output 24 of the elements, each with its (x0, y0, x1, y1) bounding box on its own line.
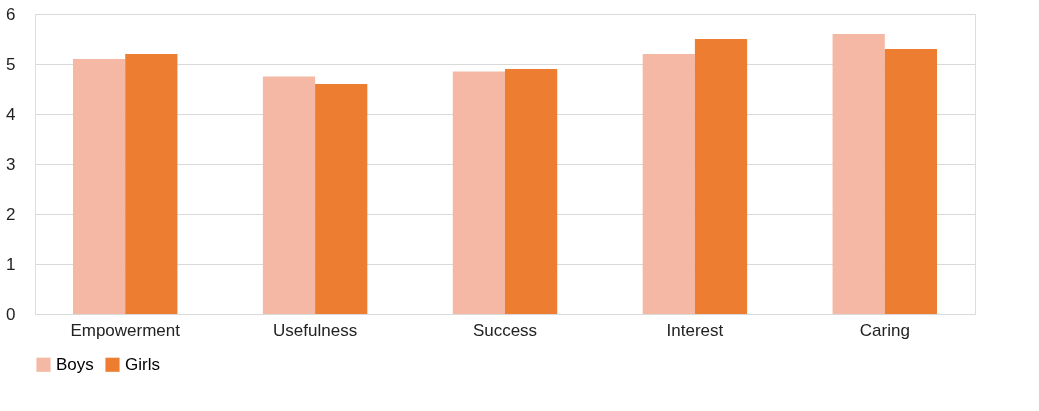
bar (694, 39, 748, 314)
bar (884, 49, 938, 314)
legend-label: Boys (56, 354, 94, 374)
bar (72, 59, 126, 314)
bar (642, 54, 695, 314)
bar (262, 76, 316, 314)
y-tick-label: 2 (6, 204, 16, 224)
y-tick-label: 0 (6, 304, 16, 324)
legend-label: Girls (125, 354, 160, 374)
bar (832, 34, 885, 314)
x-tick-label: Usefulness (273, 320, 358, 340)
x-tick-label: Interest (666, 320, 724, 340)
bar (125, 54, 178, 314)
bar (315, 84, 368, 314)
y-tick-label: 1 (6, 254, 16, 274)
x-tick-label: Caring (859, 320, 910, 340)
y-tick-label: 5 (6, 54, 16, 74)
y-tick-label: 3 (6, 154, 16, 174)
y-tick-label: 4 (6, 104, 16, 124)
bar (452, 71, 505, 314)
x-tick-label: Empowerment (70, 320, 181, 340)
bar (505, 69, 558, 314)
x-tick-label: Success (472, 320, 538, 340)
y-tick-label: 6 (6, 4, 16, 24)
